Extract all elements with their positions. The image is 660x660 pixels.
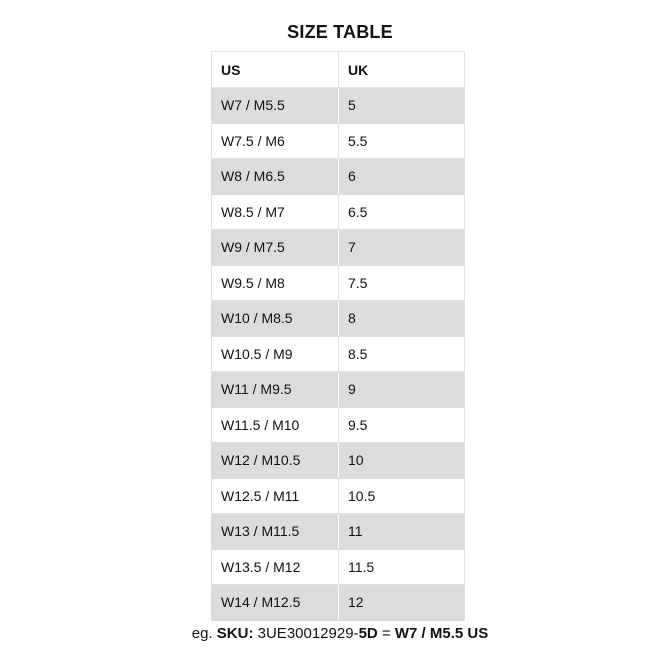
us-size-cell: W8 / M6.5 xyxy=(211,158,339,195)
uk-size-cell: 5 xyxy=(338,87,465,124)
table-row: W7 / M5.5 5 xyxy=(211,87,465,124)
table-row: W10 / M8.5 8 xyxy=(211,300,465,337)
us-size-cell: W11.5 / M10 xyxy=(211,406,339,443)
table-row: W14 / M12.5 12 xyxy=(211,584,465,621)
us-size-cell: W13.5 / M12 xyxy=(211,548,339,585)
table-row: W9 / M7.5 7 xyxy=(211,229,465,266)
sku-label: SKU: xyxy=(216,625,254,642)
column-header-us: US xyxy=(211,51,339,88)
table-row: W10.5 / M9 8.5 xyxy=(211,335,465,372)
table-row: W9.5 / M8 7.5 xyxy=(211,264,465,301)
uk-size-cell: 7.5 xyxy=(338,264,465,301)
uk-size-cell: 6.5 xyxy=(338,193,465,230)
table-row: W11.5 / M10 9.5 xyxy=(211,406,465,443)
uk-size-cell: 10.5 xyxy=(338,477,465,514)
uk-size-cell: 12 xyxy=(338,584,465,621)
sku-code: 3UE30012929- xyxy=(253,625,359,642)
us-size-cell: W12 / M10.5 xyxy=(211,442,339,479)
table-header-row: US UK xyxy=(211,51,465,88)
sku-result: W7 / M5.5 US xyxy=(394,625,489,642)
us-size-cell: W10 / M8.5 xyxy=(211,300,339,337)
us-size-cell: W7.5 / M6 xyxy=(211,122,339,159)
uk-size-cell: 8.5 xyxy=(338,335,465,372)
us-size-cell: W14 / M12.5 xyxy=(211,584,339,621)
us-size-cell: W9.5 / M8 xyxy=(211,264,339,301)
uk-size-cell: 6 xyxy=(338,158,465,195)
uk-size-cell: 9 xyxy=(338,371,465,408)
note-prefix: eg. xyxy=(191,625,217,642)
us-size-cell: W8.5 / M7 xyxy=(211,193,339,230)
us-size-cell: W13 / M11.5 xyxy=(211,513,339,550)
us-size-cell: W7 / M5.5 xyxy=(211,87,339,124)
page-title: SIZE TABLE xyxy=(287,22,393,42)
equals-sign: = xyxy=(377,625,395,642)
table-row: W12.5 / M11 10.5 xyxy=(211,477,465,514)
table-row: W7.5 / M6 5.5 xyxy=(211,122,465,159)
size-table: US UK W7 / M5.5 5 W7.5 / M6 5.5 W8 / M6.5 6 W8… xyxy=(211,51,465,621)
table-row: W8.5 / M7 6.5 xyxy=(211,193,465,230)
sku-suffix: 5D xyxy=(358,625,378,642)
us-size-cell: W10.5 / M9 xyxy=(211,335,339,372)
us-size-cell: W12.5 / M11 xyxy=(211,477,339,514)
table-row: W13.5 / M12 11.5 xyxy=(211,548,465,585)
table-row: W13 / M11.5 11 xyxy=(211,513,465,550)
table-row: W12 / M10.5 10 xyxy=(211,442,465,479)
uk-size-cell: 11 xyxy=(338,513,465,550)
uk-size-cell: 10 xyxy=(338,442,465,479)
table-row: W11 / M9.5 9 xyxy=(211,371,465,408)
uk-size-cell: 7 xyxy=(338,229,465,266)
table-row: W8 / M6.5 6 xyxy=(211,158,465,195)
us-size-cell: W11 / M9.5 xyxy=(211,371,339,408)
column-header-uk: UK xyxy=(338,51,465,88)
uk-size-cell: 5.5 xyxy=(338,122,465,159)
us-size-cell: W9 / M7.5 xyxy=(211,229,339,266)
uk-size-cell: 8 xyxy=(338,300,465,337)
sku-example-note: eg. SKU: 3UE30012929-5D = W7 / M5.5 US xyxy=(0,625,660,642)
uk-size-cell: 11.5 xyxy=(338,548,465,585)
uk-size-cell: 9.5 xyxy=(338,406,465,443)
